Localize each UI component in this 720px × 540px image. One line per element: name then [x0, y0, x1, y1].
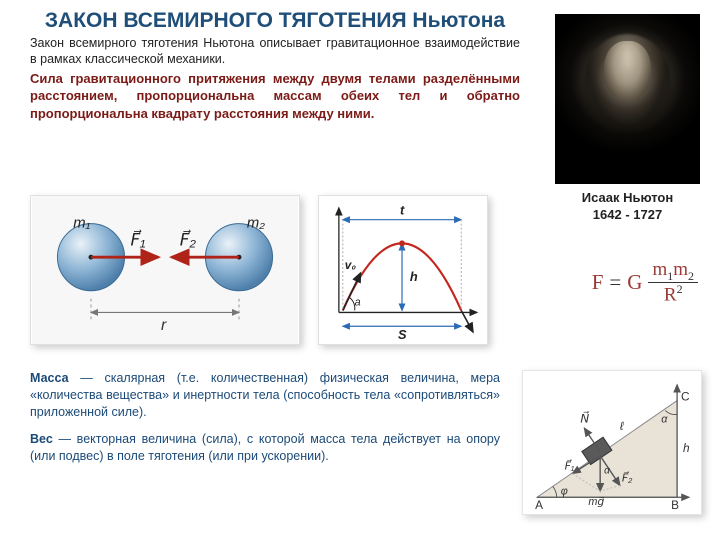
- label-F2i: F⃗₂: [622, 470, 633, 484]
- label-A: A: [535, 498, 543, 512]
- label-a: a: [355, 297, 361, 309]
- formula-m1: m: [652, 259, 667, 280]
- portrait-name: Исаак Ньютон: [582, 190, 673, 205]
- gravity-formula: F = G m1m2 R2: [592, 260, 698, 306]
- trajectory-figure: a v₀ h t S: [318, 195, 488, 345]
- label-v0: v₀: [345, 258, 357, 272]
- formula-R-sq: 2: [677, 282, 683, 296]
- mass-term: Масса: [30, 371, 69, 385]
- label-h: h: [410, 269, 418, 284]
- formula-F: F: [592, 270, 604, 295]
- portrait-caption: Исаак Ньютон 1642 - 1727: [555, 190, 700, 224]
- label-r: r: [161, 317, 167, 334]
- label-N: N⃗: [580, 411, 589, 425]
- formula-m2: m: [673, 259, 688, 280]
- formula-G: G: [627, 270, 642, 295]
- formula-R: R: [664, 285, 677, 306]
- label-F1i: F⃗₁: [565, 459, 575, 473]
- label-t: t: [400, 203, 405, 218]
- diagram-row: m₁ m₂ F⃗₁ F⃗₂ r a v₀: [30, 195, 488, 345]
- weight-def: — векторная величина (сила), с которой м…: [30, 432, 500, 463]
- label-hi: h: [683, 441, 690, 455]
- label-l: ℓ: [619, 419, 624, 433]
- portrait-years: 1642 - 1727: [593, 207, 662, 222]
- portrait-block: Исаак Ньютон 1642 - 1727: [555, 14, 700, 224]
- formula-fraction: m1m2 R2: [648, 260, 698, 306]
- svg-text:α: α: [604, 466, 610, 477]
- label-F1: F⃗₁: [130, 229, 145, 249]
- definitions-block: Масса — скалярная (т.е. количественная) …: [30, 370, 500, 474]
- formula-m2-sub: 2: [688, 269, 694, 283]
- inclined-plane-figure: N⃗ F⃗₁ F⃗₂ mg⃗ ℓ h A B C φ α α: [522, 370, 702, 515]
- label-C: C: [681, 390, 690, 404]
- label-m2: m₂: [247, 216, 265, 232]
- formula-eq: =: [609, 270, 621, 295]
- label-m1: m₁: [73, 216, 90, 232]
- two-spheres-figure: m₁ m₂ F⃗₁ F⃗₂ r: [30, 195, 300, 345]
- mass-def: — скалярная (т.е. количественная) физиче…: [30, 371, 500, 419]
- label-F2: F⃗₂: [180, 229, 197, 249]
- weight-term: Вес: [30, 432, 53, 446]
- label-alpha: α: [661, 413, 668, 425]
- label-B: B: [671, 498, 679, 512]
- label-S: S: [398, 327, 407, 342]
- label-phi: φ: [561, 485, 568, 497]
- label-mg: mg⃗: [588, 496, 604, 508]
- newton-portrait: [555, 14, 700, 184]
